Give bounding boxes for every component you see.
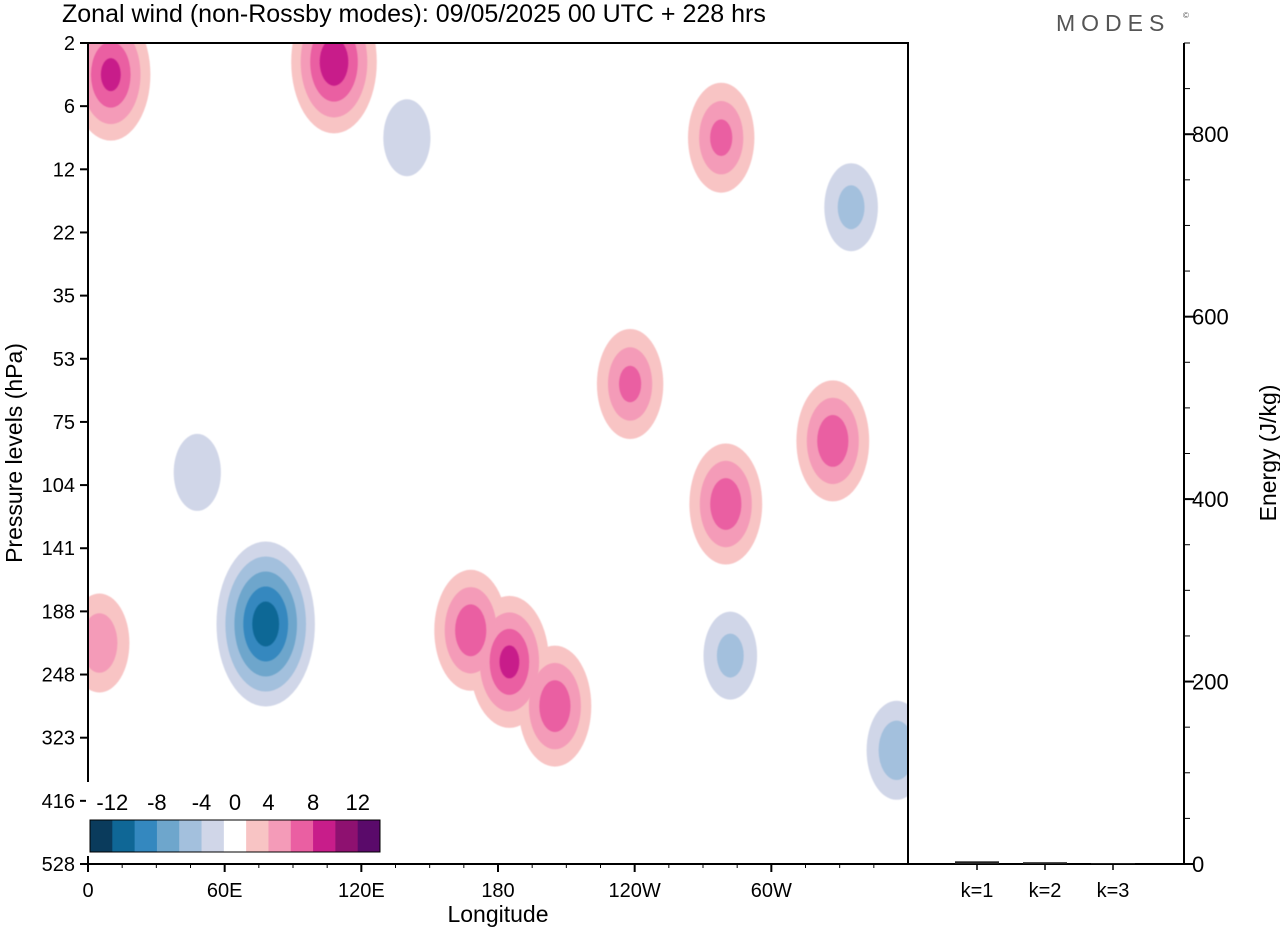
y-tick-label: 22 xyxy=(53,222,75,244)
energy-bar-label: k=3 xyxy=(1097,880,1130,902)
y-tick-label: 35 xyxy=(53,286,75,308)
x-tick-label: 0 xyxy=(82,880,93,902)
colorbar-swatch xyxy=(179,820,202,852)
energy-axis: 0 200 400 600 800 xyxy=(1184,42,1229,877)
modes-logo: MODES © xyxy=(1056,10,1189,36)
y-tick-label: 248 xyxy=(42,665,75,687)
colorbar-tick-label: -4 xyxy=(192,790,212,815)
energy-bar xyxy=(1023,862,1067,864)
x-tick-label: 60E xyxy=(207,880,243,902)
energy-tick-label: 0 xyxy=(1192,852,1204,877)
contour-blob xyxy=(88,613,118,673)
contour-blob xyxy=(619,365,642,403)
energy-bar xyxy=(1091,863,1135,865)
contour-blob xyxy=(710,478,742,530)
y-tick-label: 53 xyxy=(53,349,75,371)
colorbar-frame xyxy=(89,819,381,853)
colorbar-swatch xyxy=(290,820,314,852)
x-axis: 0 60E 120E 180 120W 60W xyxy=(82,864,875,902)
colorbar-tick-label: -12 xyxy=(96,790,128,815)
modes-logo-mark: © xyxy=(1183,11,1189,20)
contour-blob xyxy=(319,43,349,86)
colorbar-swatch xyxy=(246,820,269,852)
colorbar-swatch xyxy=(134,820,158,852)
energy-bar-label: k=2 xyxy=(1029,880,1062,902)
y-tick-label: 323 xyxy=(42,728,75,750)
x-tick-label: 120E xyxy=(338,880,385,902)
colorbar-swatch xyxy=(112,820,136,852)
colorbar-swatch xyxy=(357,820,381,852)
colorbar-tick-label: 4 xyxy=(262,790,274,815)
y-axis: 2 6 12 22 35 53 75 104 141 188 248 323 416 528 xyxy=(42,33,88,876)
y-tick-label: 141 xyxy=(42,538,75,560)
energy-axis-label: Energy (J/kg) xyxy=(1255,385,1280,522)
colorbar-swatch xyxy=(90,820,113,852)
y-axis-label: Pressure levels (hPa) xyxy=(1,343,27,563)
energy-tick-label: 400 xyxy=(1192,487,1229,512)
x-axis-label: Longitude xyxy=(447,901,548,927)
contour-blob xyxy=(499,645,520,679)
contour-blob xyxy=(539,680,571,732)
contour-blob xyxy=(383,99,431,177)
heatmap-field xyxy=(88,43,908,800)
energy-tick-label: 600 xyxy=(1192,305,1229,330)
colorbar-swatch xyxy=(313,820,336,852)
y-tick-label: 188 xyxy=(42,601,75,623)
energy-bar-label: k=1 xyxy=(961,880,994,902)
contour-blob xyxy=(837,185,865,230)
colorbar-swatch xyxy=(201,820,225,852)
colorbar-tick-label: 12 xyxy=(345,790,369,815)
energy-tick-label: 800 xyxy=(1192,122,1229,147)
energy-bars: k=1 k=2 k=3 xyxy=(955,861,1135,902)
chart-title: Zonal wind (non-Rossby modes): 09/05/202… xyxy=(62,0,766,28)
y-tick-label: 528 xyxy=(42,854,75,876)
y-tick-label: 6 xyxy=(64,96,75,118)
contour-blob xyxy=(100,58,121,92)
contour-blob xyxy=(710,119,733,156)
y-tick-label: 75 xyxy=(53,412,75,434)
x-tick-label: 180 xyxy=(481,880,514,902)
colorbar-swatch xyxy=(268,820,292,852)
contour-blob xyxy=(817,415,849,467)
colorbar-swatch xyxy=(156,820,180,852)
colorbar-tick-label: 0 xyxy=(229,790,241,815)
y-tick-label: 104 xyxy=(42,475,75,497)
colorbar-swatch xyxy=(335,820,359,852)
x-tick-label: 60W xyxy=(751,880,792,902)
colorbar-tick-label: -8 xyxy=(147,790,167,815)
y-tick-label: 12 xyxy=(53,159,75,181)
contour-blob xyxy=(173,433,221,511)
y-tick-label: 2 xyxy=(64,33,75,55)
colorbar: -12 -8 -4 0 4 8 12 xyxy=(86,782,384,856)
contour-blob xyxy=(878,720,908,780)
contour-blob xyxy=(455,604,487,657)
energy-tick-label: 200 xyxy=(1192,670,1229,695)
y-tick-label: 416 xyxy=(42,791,75,813)
contour-blob xyxy=(716,633,744,678)
energy-bar xyxy=(955,861,999,864)
modes-logo-text: MODES xyxy=(1056,10,1170,36)
colorbar-swatch xyxy=(223,820,247,852)
colorbar-tick-label: 8 xyxy=(307,790,319,815)
contour-blob xyxy=(252,601,280,647)
x-tick-label: 120W xyxy=(609,880,661,902)
